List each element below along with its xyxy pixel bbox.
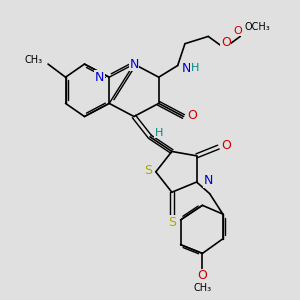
Text: O: O — [187, 109, 197, 122]
Text: N: N — [182, 62, 191, 75]
Text: CH₃: CH₃ — [24, 55, 42, 65]
Text: S: S — [145, 164, 152, 177]
Text: N: N — [129, 58, 139, 70]
Text: O: O — [197, 269, 207, 282]
Text: H: H — [191, 63, 199, 74]
Text: S: S — [168, 216, 176, 229]
Text: N: N — [129, 58, 139, 70]
Text: CH₃: CH₃ — [194, 283, 211, 293]
Text: N: N — [94, 71, 104, 84]
Text: OCH₃: OCH₃ — [245, 22, 270, 32]
Text: N: N — [204, 174, 213, 187]
Text: H: H — [154, 128, 163, 137]
Text: O: O — [233, 26, 242, 36]
Text: O: O — [221, 36, 231, 49]
Text: O: O — [221, 139, 231, 152]
Text: N: N — [94, 71, 104, 84]
